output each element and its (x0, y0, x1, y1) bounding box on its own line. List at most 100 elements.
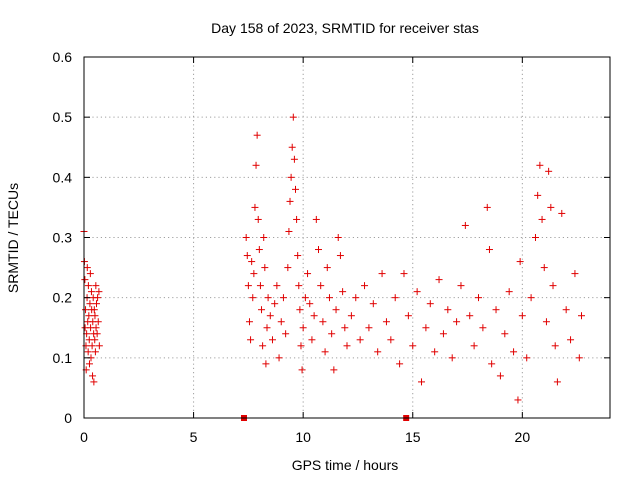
data-point (253, 131, 261, 139)
data-point (94, 294, 102, 302)
data-point (308, 336, 316, 344)
data-point (85, 312, 93, 320)
y-axis-label: SRMTID / TECUs (5, 183, 21, 293)
data-point (82, 306, 90, 314)
data-point (466, 312, 474, 320)
data-point (94, 318, 102, 326)
data-point (426, 300, 434, 308)
data-point (268, 336, 276, 344)
data-point (92, 300, 100, 308)
data-point (361, 282, 369, 290)
data-point (518, 312, 526, 320)
data-point (312, 215, 320, 223)
data-point (252, 161, 260, 169)
data-point (542, 318, 550, 326)
data-point (290, 155, 298, 163)
data-point (540, 264, 548, 272)
data-point (295, 282, 303, 290)
grid-lines (84, 57, 610, 418)
data-point (258, 306, 266, 314)
data-point (243, 252, 251, 260)
data-point (558, 209, 566, 217)
data-point (315, 246, 323, 254)
y-tick-label: 0.1 (53, 350, 73, 366)
data-point (244, 282, 252, 290)
data-point (343, 342, 351, 350)
x-tick-label: 0 (80, 429, 88, 445)
data-point (259, 342, 267, 350)
data-point (514, 396, 522, 404)
data-point (365, 324, 373, 332)
data-point (470, 342, 478, 350)
data-point (284, 264, 292, 272)
data-point (448, 354, 456, 362)
data-point (261, 264, 269, 272)
data-point (347, 312, 355, 320)
y-tick-label: 0.5 (53, 109, 73, 125)
data-point (488, 360, 496, 368)
data-point (378, 270, 386, 278)
x-tick-label: 20 (515, 429, 531, 445)
data-point (86, 300, 94, 308)
data-point (317, 282, 325, 290)
data-point (249, 294, 257, 302)
data-point (254, 215, 262, 223)
data-point (81, 276, 89, 284)
data-point (83, 264, 91, 272)
data-point (374, 348, 382, 356)
y-tick-label: 0.3 (53, 230, 73, 246)
data-point (287, 173, 295, 181)
data-point (90, 306, 98, 314)
data-point (86, 270, 94, 278)
data-point (92, 324, 100, 332)
data-point (88, 342, 96, 350)
data-point (301, 294, 309, 302)
data-point (95, 288, 103, 296)
data-point (288, 143, 296, 151)
data-point (510, 348, 518, 356)
plot-frame (83, 56, 611, 419)
y-tick-label: 0.2 (53, 290, 73, 306)
data-point (247, 336, 255, 344)
data-point (299, 324, 307, 332)
data-point (551, 342, 559, 350)
data-point (85, 360, 93, 368)
data-point (332, 306, 340, 314)
data-point (516, 258, 524, 266)
data-point (431, 348, 439, 356)
data-point (282, 330, 290, 338)
data-point (571, 270, 579, 278)
data-point (262, 360, 270, 368)
data-point (319, 318, 327, 326)
data-point (95, 342, 103, 350)
x-axis-label: GPS time / hours (292, 457, 399, 473)
data-point (527, 294, 535, 302)
data-point (382, 318, 390, 326)
data-point (87, 288, 95, 296)
data-point (90, 378, 98, 386)
data-point (91, 348, 99, 356)
data-point (409, 342, 417, 350)
data-point (250, 270, 258, 278)
data-point (89, 372, 97, 380)
data-point (298, 366, 306, 374)
data-point (293, 215, 301, 223)
chart-title: Day 158 of 2023, SRMTID for receiver sta… (211, 20, 479, 36)
data-point (496, 372, 504, 380)
data-point (291, 185, 299, 193)
data-point (492, 306, 500, 314)
data-point (475, 294, 482, 302)
data-point (523, 354, 531, 362)
data-point (547, 203, 555, 211)
data-point (418, 378, 426, 386)
data-point (422, 324, 430, 332)
data-point (562, 306, 570, 314)
data-point (369, 300, 377, 308)
data-point (260, 234, 268, 241)
data-point (578, 312, 586, 320)
data-point (296, 306, 304, 314)
data-point (271, 300, 279, 308)
data-point (413, 288, 421, 296)
data-point (289, 113, 297, 121)
data-point (391, 294, 399, 302)
